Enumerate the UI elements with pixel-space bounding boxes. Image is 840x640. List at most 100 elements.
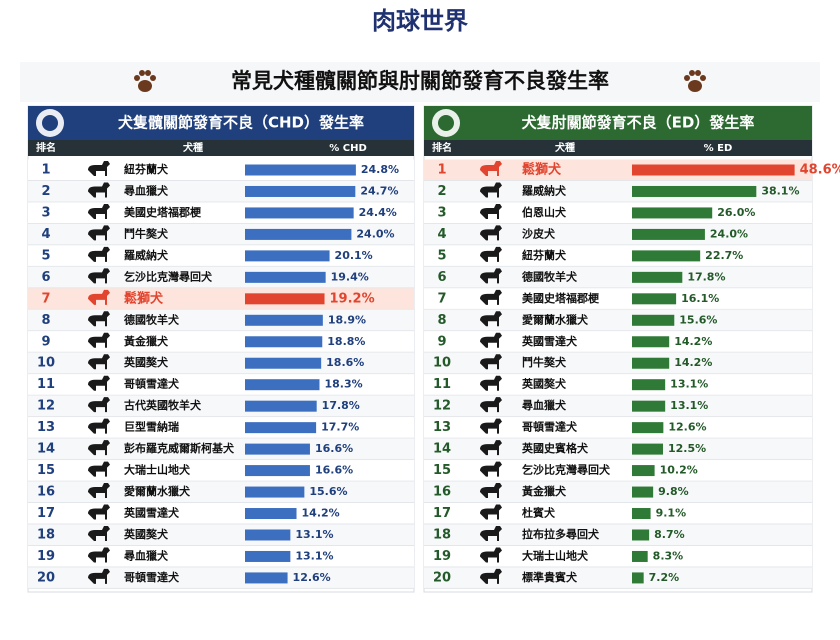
value-label: 24.7% [360, 184, 398, 197]
value-label: 18.8% [327, 335, 365, 348]
row [28, 180, 414, 202]
value-label: 14.2% [674, 335, 712, 348]
rank: 12 [433, 399, 451, 414]
row [424, 202, 812, 224]
rank: 19 [37, 549, 55, 564]
breed-name: 美國史塔福郡梗 [124, 205, 202, 219]
dog-icon [88, 225, 110, 241]
main-title: 常見犬種髖關節與肘關節發育不良發生率 [231, 69, 609, 93]
breed-name: 鬆獅犬 [522, 162, 562, 178]
rank: 20 [37, 570, 55, 585]
breed-name: 乞沙比克灣尋回犬 [522, 463, 611, 477]
value-label: 18.9% [328, 313, 366, 326]
dog-icon [88, 289, 110, 305]
breed-name: 黃金獵犬 [123, 334, 169, 348]
row [424, 309, 812, 331]
value-label: 19.4% [331, 270, 369, 283]
dog-icon [88, 375, 110, 391]
bar [632, 228, 705, 240]
column-header: 排名 [36, 141, 56, 154]
breed-name: 沙皮犬 [522, 226, 556, 240]
rank: 18 [37, 527, 55, 542]
breed-name: 大瑞士山地犬 [124, 463, 191, 477]
bar [632, 379, 666, 391]
bar [632, 400, 666, 412]
breed-name: 彭布羅克威爾斯柯基犬 [124, 441, 235, 455]
value-label: 18.6% [326, 356, 364, 369]
row [28, 460, 414, 482]
bar [245, 293, 325, 305]
bar [632, 293, 677, 305]
value-label: 13.1% [295, 549, 333, 562]
dog-icon [88, 397, 110, 413]
value-label: 12.5% [668, 442, 706, 455]
bar [632, 422, 664, 434]
row [424, 331, 812, 353]
value-label: 10.2% [660, 464, 698, 477]
bar [245, 379, 320, 391]
value-label: 15.6% [679, 313, 717, 326]
bar [632, 486, 654, 498]
dog-icon [88, 525, 110, 541]
bar [245, 422, 317, 434]
rank: 14 [37, 442, 55, 457]
rank: 6 [41, 270, 50, 285]
logo: 肉球世界 [372, 7, 468, 35]
row [424, 460, 812, 482]
dog-icon [88, 268, 110, 284]
value-label: 19.2% [330, 291, 375, 306]
value-label: 9.1% [656, 507, 687, 520]
value-label: 15.6% [309, 485, 347, 498]
value-label: 8.7% [654, 528, 685, 541]
row [424, 266, 812, 288]
dog-icon [480, 246, 502, 262]
bar [245, 228, 352, 240]
value-label: 16.6% [315, 464, 353, 477]
row [28, 545, 414, 567]
breed-name: 美國史塔福郡梗 [522, 291, 600, 305]
panel-icon-core [42, 115, 58, 131]
row [424, 417, 812, 439]
rank: 10 [433, 356, 451, 371]
bar [245, 336, 323, 348]
value-label: 13.1% [670, 399, 708, 412]
value-label: 17.8% [687, 270, 725, 283]
rank: 12 [37, 399, 55, 414]
dog-icon [480, 203, 502, 219]
bar [632, 271, 683, 283]
dog-icon [480, 225, 502, 241]
dog-icon [480, 440, 502, 456]
rank: 8 [437, 313, 446, 328]
rank: 16 [37, 485, 55, 500]
rank: 4 [437, 227, 446, 242]
dog-icon [88, 354, 110, 370]
breed-name: 紐芬蘭犬 [522, 248, 567, 262]
breed-name: 乞沙比克灣尋回犬 [124, 269, 213, 283]
rank: 7 [437, 291, 446, 306]
breed-name: 尋血獵犬 [124, 183, 169, 197]
column-header: % CHD [329, 143, 367, 154]
bar [632, 550, 648, 562]
bar [632, 207, 713, 219]
breed-name: 英國獒犬 [123, 355, 169, 369]
paw-icon [134, 70, 156, 92]
row [28, 567, 414, 589]
rank: 19 [433, 549, 451, 564]
bar [245, 508, 297, 520]
value-label: 16.6% [315, 442, 353, 455]
row [28, 438, 414, 460]
dog-icon [88, 203, 110, 219]
row [28, 159, 414, 181]
rank: 6 [437, 270, 446, 285]
rank: 1 [41, 163, 50, 178]
bar [632, 529, 650, 541]
rank: 8 [41, 313, 50, 328]
breed-name: 鬆獅犬 [124, 290, 164, 306]
breed-name: 尋血獵犬 [124, 548, 169, 562]
row [424, 524, 812, 546]
value-label: 18.3% [324, 378, 362, 391]
breed-name: 鬥牛獒犬 [522, 355, 567, 369]
rank: 17 [37, 506, 55, 521]
breed-name: 大瑞士山地犬 [522, 548, 589, 562]
row [424, 352, 812, 374]
